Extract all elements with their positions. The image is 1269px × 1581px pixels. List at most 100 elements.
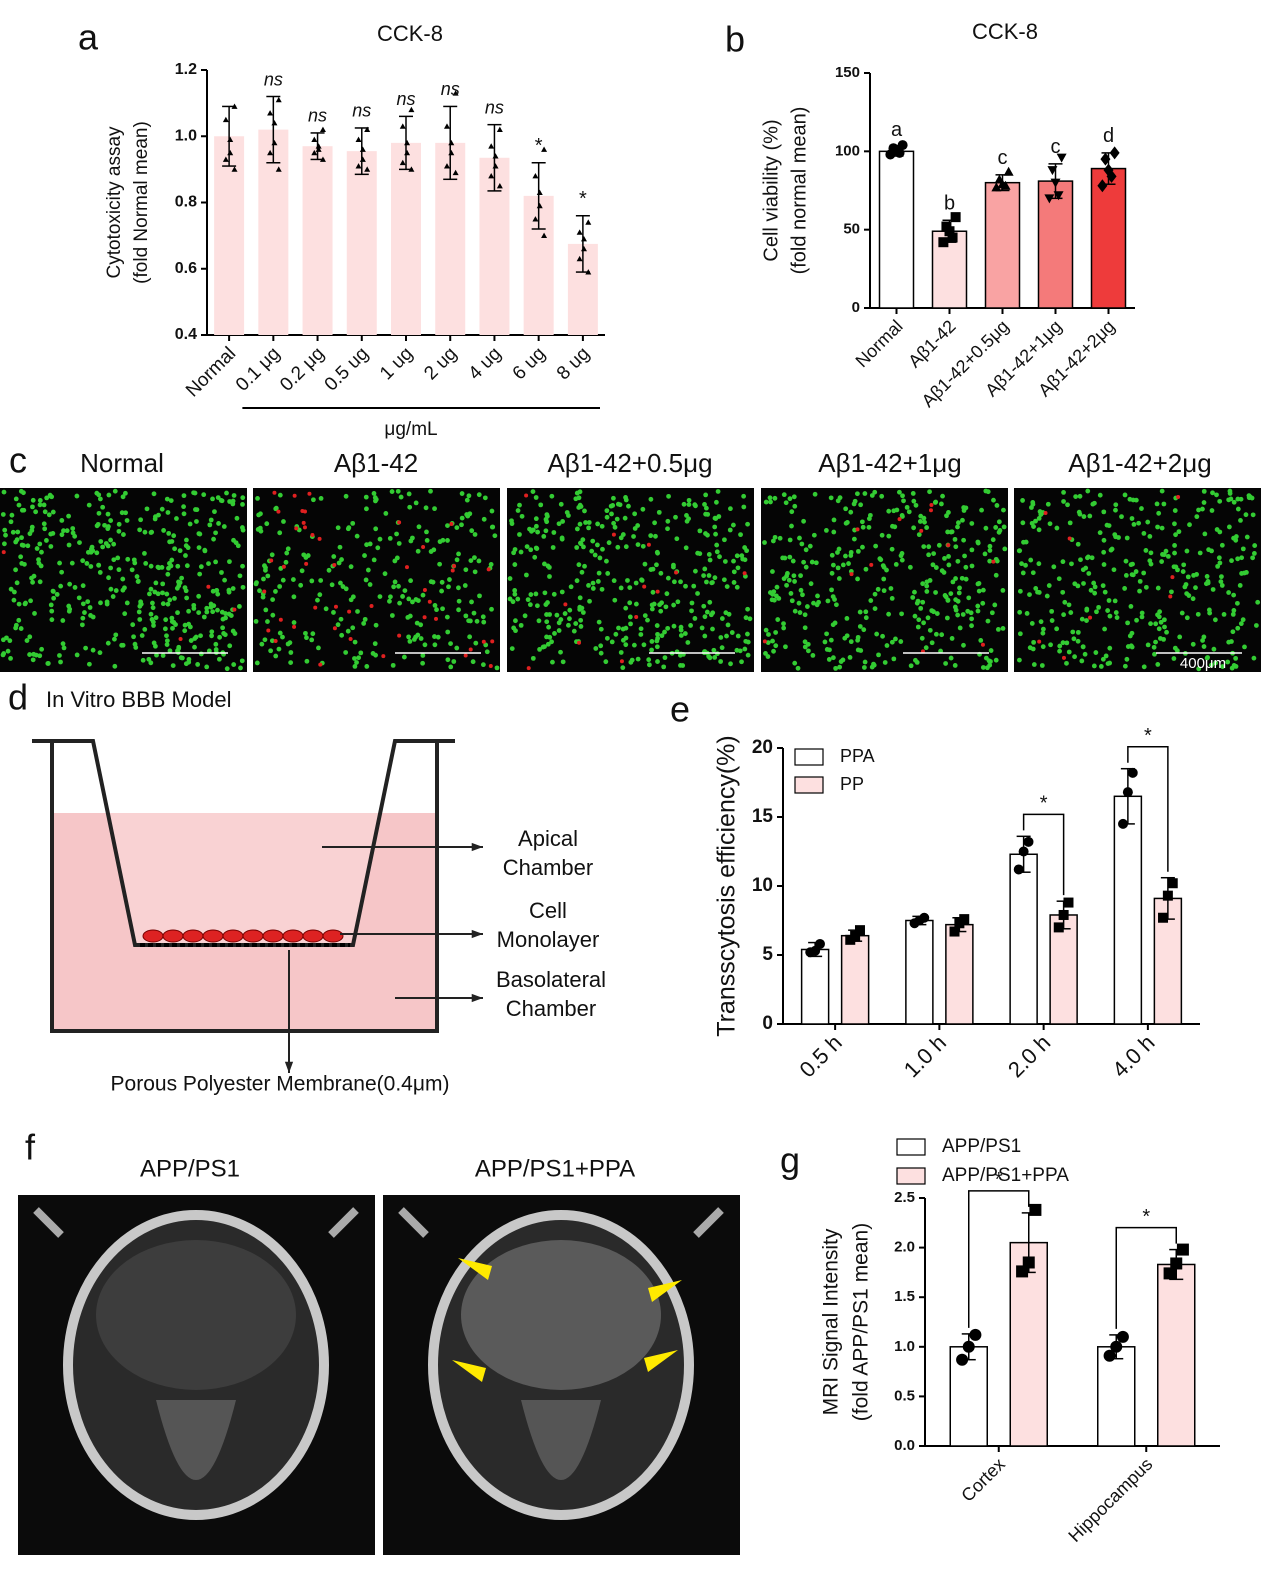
live-cell [287, 640, 293, 646]
live-cell [115, 555, 121, 561]
live-cell [159, 506, 165, 512]
significance-label: * [995, 1169, 1003, 1191]
live-cell [702, 566, 708, 572]
live-cell [523, 572, 529, 578]
live-cell [922, 519, 927, 525]
live-cell [838, 659, 844, 664]
live-cell [11, 589, 17, 595]
data-point [1016, 1265, 1029, 1278]
data-point [949, 926, 960, 937]
live-cell [802, 612, 808, 618]
live-cell [705, 532, 710, 538]
dead-cell [577, 640, 582, 645]
live-cell [338, 616, 344, 622]
live-cell [151, 623, 156, 628]
live-cell [1136, 520, 1142, 526]
live-cell [354, 660, 359, 665]
live-cell [14, 580, 20, 586]
data-point [452, 90, 459, 96]
live-cell [211, 536, 216, 542]
data-point [319, 156, 326, 162]
live-cell [581, 544, 586, 550]
live-cell [1200, 506, 1205, 512]
live-cell [448, 664, 454, 670]
live-cell [1033, 518, 1038, 524]
live-cell [975, 608, 981, 614]
live-cell [862, 491, 868, 496]
live-cell [599, 586, 605, 592]
live-cell [534, 603, 540, 609]
live-cell [681, 501, 687, 507]
data-point [222, 116, 229, 123]
live-cell [401, 654, 407, 660]
live-cell [165, 571, 171, 577]
live-cell [898, 553, 904, 559]
dead-cell [421, 544, 426, 549]
live-cell [1108, 547, 1114, 553]
dead-cell [929, 503, 934, 508]
live-cell [102, 522, 107, 528]
live-cell [456, 585, 461, 591]
live-cell [530, 489, 536, 494]
live-cell [692, 502, 698, 508]
live-cell [566, 622, 571, 628]
live-cell [456, 551, 461, 557]
live-cell [825, 598, 831, 604]
live-cell [879, 493, 885, 499]
significance-label: * [1142, 1206, 1150, 1228]
data-point [585, 269, 592, 275]
live-cell [1169, 589, 1174, 595]
live-cell [132, 560, 138, 566]
live-cell [48, 544, 54, 549]
dead-cell [317, 536, 322, 541]
live-cell [383, 511, 389, 516]
live-cell [444, 614, 450, 620]
live-cell [1201, 500, 1207, 505]
live-cell [683, 545, 689, 551]
live-cell [975, 581, 981, 587]
live-cell [1226, 639, 1232, 645]
live-cell [226, 611, 232, 617]
live-cell [407, 638, 413, 644]
mri-label: APP/PS1+PPA [475, 1155, 635, 1182]
diagram-title: In Vitro BBB Model [46, 687, 231, 712]
live-cell [781, 621, 786, 627]
panel-letter: e [670, 689, 690, 730]
live-cell [97, 570, 103, 575]
live-cell [1251, 655, 1257, 661]
live-cell [284, 550, 290, 556]
live-cell [830, 594, 836, 599]
dead-cell [928, 508, 933, 513]
dead-cell [611, 532, 616, 537]
panel-letter: d [8, 677, 28, 718]
significance-label: c [1051, 136, 1061, 158]
data-point [452, 169, 459, 176]
live-cell [914, 659, 920, 665]
data-point [1000, 180, 1011, 190]
live-cell [1244, 534, 1250, 540]
live-cell [811, 532, 817, 538]
live-cell [792, 660, 798, 666]
live-cell [195, 662, 201, 667]
live-cell [615, 544, 621, 550]
live-cell [792, 579, 797, 584]
live-cell [988, 648, 994, 653]
bar [949, 1346, 988, 1447]
arrowhead-marker [644, 1350, 678, 1372]
live-cell [116, 528, 122, 534]
live-cell [745, 606, 751, 612]
live-cell [623, 544, 629, 550]
y-tick-label: 150 [835, 64, 860, 81]
live-cell [477, 593, 482, 599]
live-cell [343, 586, 349, 592]
significance-bracket [1115, 1226, 1177, 1329]
live-cell [198, 564, 204, 570]
live-cell [83, 645, 89, 651]
live-cell [428, 488, 433, 494]
live-cell [1141, 664, 1147, 670]
live-cell [1147, 558, 1153, 564]
live-cell [22, 561, 27, 567]
live-cell [1, 651, 7, 656]
live-cell [608, 503, 614, 509]
live-cell [620, 532, 626, 537]
